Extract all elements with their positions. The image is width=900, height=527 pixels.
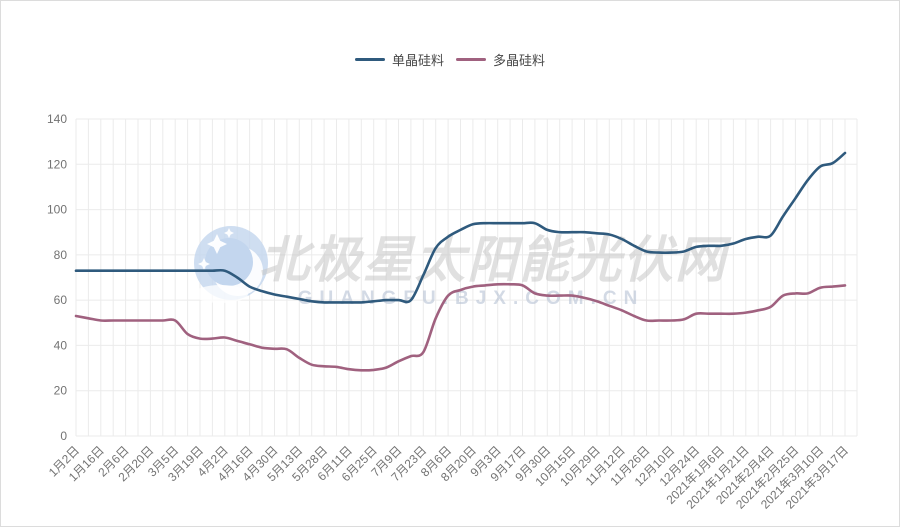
y-tick-label: 140 [47, 112, 67, 126]
star-icon [224, 228, 234, 238]
legend-item-mono-silicon[interactable]: 单晶硅料 [354, 50, 444, 69]
legend-swatch-poly-icon [456, 58, 486, 61]
legend-swatch-mono-icon [354, 58, 385, 61]
y-tick-label: 0 [60, 429, 67, 443]
y-tick-label: 80 [54, 248, 68, 262]
legend-label-mono: 单晶硅料 [391, 53, 444, 68]
watermark-title: 北极星太阳能光伏网 [259, 232, 732, 288]
star-icon [198, 258, 210, 270]
moon-stars-icon [194, 226, 268, 303]
y-tick-label: 60 [54, 293, 68, 307]
chart-legend: 单晶硅料 多晶硅料 [1, 50, 899, 69]
legend-item-poly-silicon[interactable]: 多晶硅料 [456, 50, 545, 69]
y-tick-label: 120 [47, 157, 67, 171]
y-tick-label: 40 [54, 338, 68, 352]
legend-label-poly: 多晶硅料 [493, 53, 546, 68]
series-line-mono-silicon [74, 151, 847, 304]
series-line-poly-silicon [74, 282, 847, 372]
y-tick-label: 20 [54, 384, 68, 398]
watermark-subtitle: GUANGFU.BJX.COM.CN [298, 288, 645, 309]
y-tick-label: 100 [47, 203, 67, 217]
star-icon [207, 234, 227, 254]
